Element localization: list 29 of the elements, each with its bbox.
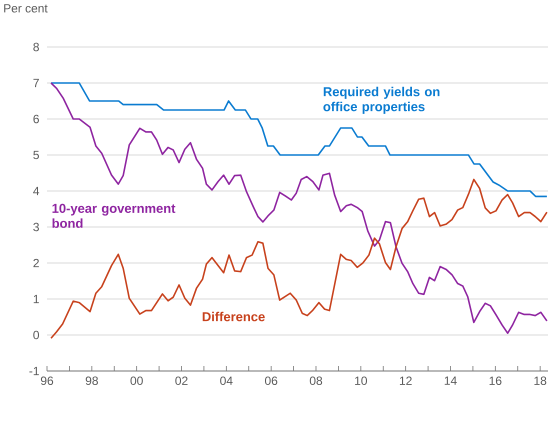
y-tick-label: 5 — [33, 150, 39, 160]
series-label: Required yields on office properties — [323, 86, 440, 114]
line-series — [50, 178, 548, 340]
x-tick-label: 16 — [490, 376, 502, 385]
x-tick-label: 00 — [130, 376, 143, 385]
x-tick-label: 96 — [40, 376, 54, 385]
x-tick-label: 12 — [400, 376, 412, 385]
x-tick-label: 08 — [310, 376, 322, 385]
y-tick-label: 2 — [33, 258, 39, 268]
y-tick-label: 3 — [33, 222, 39, 232]
x-tick-label: 18 — [534, 376, 546, 385]
line-series — [50, 82, 548, 334]
y-tick-label: 0 — [33, 330, 40, 340]
x-tick-label: 04 — [220, 376, 233, 385]
x-tick-label: 98 — [86, 376, 98, 385]
y-tick-label: 7 — [33, 78, 39, 88]
y-tick-label: 6 — [33, 114, 39, 124]
series-label: Difference — [202, 312, 265, 322]
y-tick-label: -1 — [29, 366, 39, 376]
y-tick-label: 4 — [33, 186, 40, 196]
y-tick-label: 1 — [34, 294, 39, 304]
x-tick-label: 06 — [264, 376, 278, 385]
x-tick-label: 10 — [355, 376, 368, 385]
x-tick-label: 02 — [175, 376, 188, 385]
x-tick-label: 14 — [444, 376, 457, 385]
line-series — [50, 82, 548, 198]
y-tick-label: 8 — [33, 42, 39, 52]
text: 10-year government bond — [52, 204, 176, 228]
y-axis-title: Per cent — [4, 4, 48, 13]
